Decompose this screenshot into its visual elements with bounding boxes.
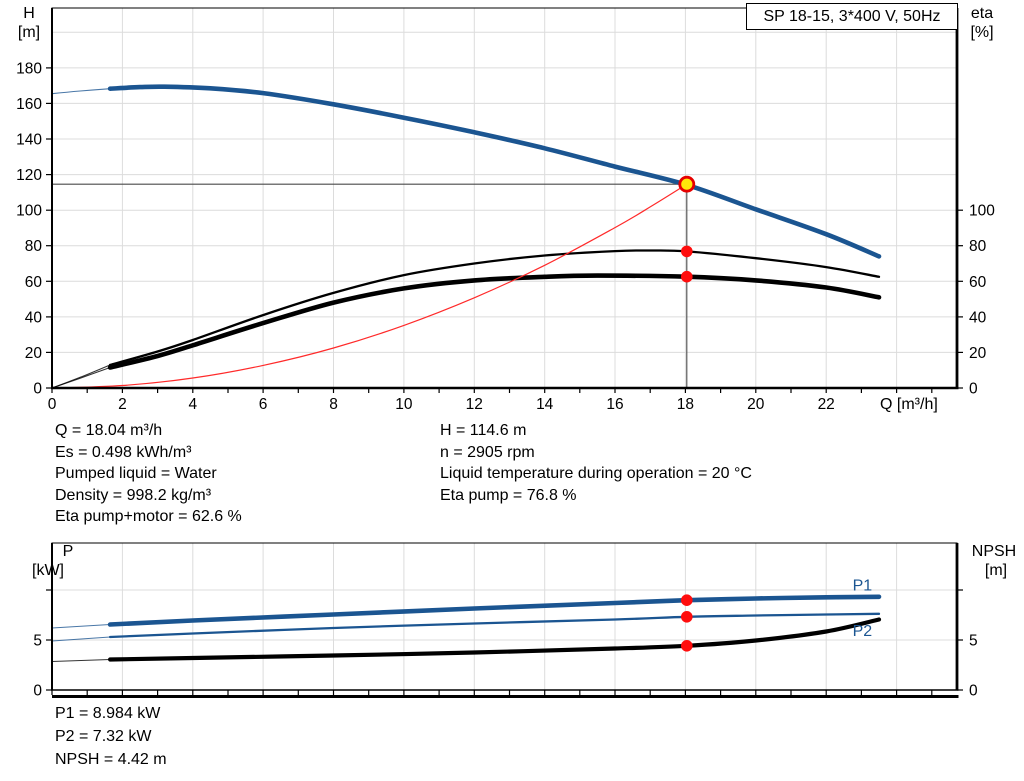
eta-axis-unit: [%]: [970, 24, 994, 41]
readout-line: Pumped liquid = Water: [55, 465, 217, 483]
p1-curve: [107, 594, 882, 627]
npsh-curve-lead: [51, 658, 111, 663]
x-tick-label: 0: [48, 396, 57, 413]
eta-axis-symbol: eta: [970, 5, 994, 22]
y-left-tick-label: 140: [16, 132, 42, 149]
x-axis-label: Q [m³/h]: [880, 396, 938, 413]
y-left-tick-label: 20: [25, 345, 43, 362]
head-eta-chart[interactable]: 0 2 4 6 8 10 12 14 16 18 20 22 0 20 40 60 80 100 120 140 160…: [16, 7, 995, 413]
y-right-tick-label: 5: [969, 633, 978, 650]
p1-curve-lead: [51, 623, 111, 629]
y-right-tick-label: 0: [969, 683, 978, 700]
x-tick-label: 22: [818, 396, 835, 413]
y-right-tick-label: 60: [969, 274, 987, 291]
p2-curve: [108, 612, 881, 639]
y-right-tick-label: 0: [969, 381, 978, 398]
eta-pump-curve: [108, 249, 881, 367]
eta-pump-point: [681, 245, 693, 258]
y-left-tick-label: 60: [25, 274, 43, 291]
readout-line: Liquid temperature during operation = 20…: [440, 465, 752, 483]
y-right-axis-label: eta [%]: [960, 4, 1004, 42]
npsh-curve: [108, 617, 882, 662]
p1-point: [681, 594, 693, 606]
system-curve: [51, 183, 688, 389]
power-readout: P1 = 8.984 kW P2 = 7.32 kW NPSH = 4.42 m: [55, 702, 167, 771]
x-tick-label: 6: [259, 396, 268, 413]
x-tick-label: 10: [395, 396, 413, 413]
x-tick-label: 4: [188, 396, 197, 413]
readout-line: Q = 18.04 m³/h: [55, 422, 163, 439]
y-right-tick-label: 80: [969, 238, 987, 255]
power-npsh-chart-gridlines: [52, 543, 957, 690]
x-tick-label: 20: [747, 396, 765, 413]
y-right-tick-label: 100: [969, 203, 995, 220]
duty-crosshair: [52, 183, 688, 388]
head-eta-chart-frame: [51, 7, 959, 390]
eta-pump-motor-curve-lead: [51, 366, 111, 389]
x-tick-label: 16: [606, 396, 623, 413]
readout-line: H = 114.6 m: [440, 422, 527, 439]
x-tick-label: 2: [118, 396, 127, 413]
y-left-tick-label: 0: [33, 381, 42, 398]
npsh-axis-symbol: NPSH: [971, 543, 1017, 560]
y-left-tick-label: 0: [33, 683, 42, 700]
npsh-point: [681, 640, 693, 652]
readout-line: n = 2905 rpm: [440, 443, 535, 461]
p2-point: [681, 611, 693, 623]
curve-label-p1: P1: [853, 578, 873, 595]
x-tick-label: 12: [466, 396, 483, 413]
pump-title-box: SP 18-15, 3*400 V, 50Hz: [746, 3, 958, 30]
y-left-tick-label: 180: [16, 60, 42, 77]
y-left-tick-label: 100: [16, 203, 42, 220]
y-left-tick-label: 40: [25, 309, 43, 326]
y-right-tick-label: 20: [969, 345, 987, 362]
readout-line: Eta pump = 76.8 %: [440, 486, 577, 504]
head-eta-chart-gridlines: [52, 8, 957, 388]
readout-line: Eta pump+motor = 62.6 %: [55, 508, 242, 526]
p2-curve-lead: [51, 636, 111, 642]
readout-line: Es = 0.498 kWh/m³: [55, 443, 192, 461]
readout-line: Density = 998.2 kg/m³: [55, 486, 212, 504]
power-npsh-chart-tick-labels: 0 5 0 5: [33, 633, 978, 700]
h-axis-symbol: H: [23, 5, 35, 22]
head-eta-chart-ticks: [46, 67, 963, 393]
eta-pump-motor-point: [681, 270, 693, 283]
power-npsh-chart-ticks: [46, 589, 963, 695]
y-left-axis-label: H [m]: [8, 4, 50, 42]
x-tick-label: 8: [329, 396, 338, 413]
y-left-tick-label: 160: [16, 96, 42, 113]
head-eta-chart-tick-labels: 0 2 4 6 8 10 12 14 16 18 20 22 0 20 40 60 80 100 120 140 160…: [16, 60, 995, 413]
eta-pump-motor-curve: [107, 273, 882, 370]
readout-line: NPSH = 4.42 m: [55, 751, 167, 768]
x-tick-label: 18: [677, 396, 694, 413]
y-right-tick-label: 40: [969, 309, 987, 326]
p-axis-symbol: P: [62, 543, 74, 560]
npsh-axis-unit: [m]: [984, 562, 1008, 579]
duty-point[interactable]: [678, 175, 696, 193]
h-axis-unit: [m]: [17, 24, 41, 41]
power-npsh-chart-frame: [51, 542, 959, 698]
head-curve-lead: [51, 88, 111, 95]
curve-label-p2: P2: [853, 623, 873, 640]
duty-readout-right: H = 114.6 m n = 2905 rpm Liquid temperatur…: [440, 420, 752, 506]
y-left-tick-label: 5: [33, 633, 42, 650]
p-axis-unit: [kW]: [32, 562, 64, 579]
x-tick-label: 14: [536, 396, 554, 413]
readout-line: P1 = 8.984 kW: [55, 705, 161, 722]
readout-line: P2 = 7.32 kW: [55, 728, 152, 745]
power-npsh-chart[interactable]: 0 5 0 5 P1 P2: [33, 542, 978, 700]
y-left-tick-label: 120: [16, 167, 42, 184]
head-curve: [107, 84, 882, 259]
y-left-tick-label: 80: [25, 238, 43, 255]
pump-title-text: SP 18-15, 3*400 V, 50Hz: [763, 8, 941, 25]
duty-readout-left: Q = 18.04 m³/h Es = 0.498 kWh/m³ Pumped li…: [55, 420, 242, 528]
